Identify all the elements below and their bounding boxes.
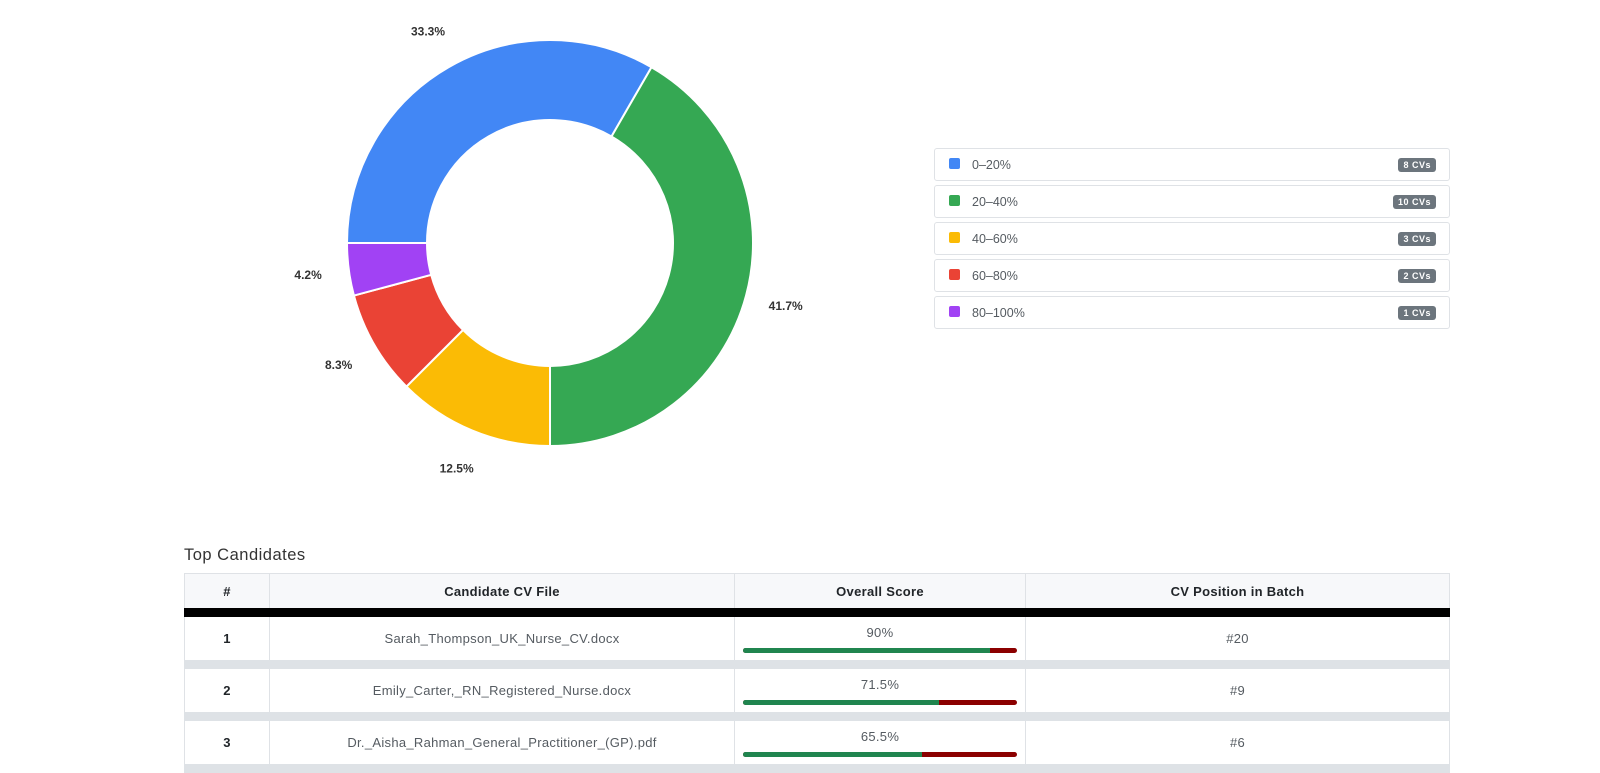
rank-cell: 3 xyxy=(184,716,270,773)
legend-swatch xyxy=(949,306,960,317)
cv-count-badge: 10 CVs xyxy=(1392,195,1436,209)
cv-position-cell: #9 xyxy=(1025,664,1450,721)
score-progress-bar xyxy=(743,752,1017,757)
legend-item[interactable]: 60–80% 2 CVs xyxy=(934,259,1450,292)
legend-item[interactable]: 80–100% 1 CVs xyxy=(934,296,1450,329)
table-row[interactable]: 3 Dr._Aisha_Rahman_General_Practitioner_… xyxy=(184,716,1450,773)
slice-percent-label: 8.3% xyxy=(325,358,353,372)
score-progress-fill xyxy=(743,700,939,705)
slice-percent-label: 33.3% xyxy=(411,25,445,39)
legend-label: 40–60% xyxy=(972,232,1018,246)
slice-percent-label: 4.2% xyxy=(294,268,322,282)
donut-slice[interactable] xyxy=(345,242,433,297)
donut-slice[interactable] xyxy=(345,39,653,244)
score-value: 65.5% xyxy=(860,729,900,744)
overall-score-column-header[interactable]: Overall Score xyxy=(734,573,1026,617)
table-row[interactable]: 1 Sarah_Thompson_UK_Nurse_CV.docx 90% #2… xyxy=(184,612,1450,669)
donut-slice[interactable] xyxy=(549,65,754,448)
rank-cell: 1 xyxy=(184,612,270,669)
score-cell: 65.5% xyxy=(734,716,1026,773)
legend-item[interactable]: 0–20% 8 CVs xyxy=(934,148,1450,181)
score-value: 90% xyxy=(866,625,894,640)
legend-label: 60–80% xyxy=(972,269,1018,283)
cv-file-cell[interactable]: Sarah_Thompson_UK_Nurse_CV.docx xyxy=(269,612,735,669)
donut-slices xyxy=(345,39,754,448)
slice-percent-label: 41.7% xyxy=(769,299,803,313)
legend-label: 20–40% xyxy=(972,195,1018,209)
score-cell: 71.5% xyxy=(734,664,1026,721)
score-progress-fill xyxy=(743,648,990,653)
top-candidates-table: # Candidate CV File Overall Score CV Pos… xyxy=(184,573,1450,773)
cv-file-cell[interactable]: Emily_Carter,_RN_Registered_Nurse.docx xyxy=(269,664,735,721)
slice-percent-label: 12.5% xyxy=(440,461,474,475)
score-progress-bar xyxy=(743,648,1017,653)
score-progress-fill xyxy=(743,752,923,757)
rank-column-header[interactable]: # xyxy=(184,573,270,617)
cv-position-column-header[interactable]: CV Position in Batch xyxy=(1025,573,1450,617)
cv-count-badge: 1 CVs xyxy=(1398,306,1436,320)
legend-swatch xyxy=(949,269,960,280)
chart-legend: 0–20% 8 CVs 20–40% 10 CVs 40–60% 3 CVs 6… xyxy=(934,148,1450,333)
legend-label: 80–100% xyxy=(972,306,1025,320)
cv-count-badge: 8 CVs xyxy=(1398,158,1436,172)
cv-position-cell: #20 xyxy=(1025,612,1450,669)
table-header-row: # Candidate CV File Overall Score CV Pos… xyxy=(184,573,1450,617)
score-value: 71.5% xyxy=(860,677,900,692)
score-progress-bar xyxy=(743,700,1017,705)
cv-file-column-header[interactable]: Candidate CV File xyxy=(269,573,735,617)
top-candidates-title: Top Candidates xyxy=(184,546,306,564)
cv-position-cell: #6 xyxy=(1025,716,1450,773)
legend-item[interactable]: 20–40% 10 CVs xyxy=(934,185,1450,218)
cv-file-cell[interactable]: Dr._Aisha_Rahman_General_Practitioner_(G… xyxy=(269,716,735,773)
score-distribution-chart: 33.3% 41.7% 12.5% 8.3% 4.2% xyxy=(0,0,880,500)
donut-chart: 33.3% 41.7% 12.5% 8.3% 4.2% xyxy=(294,25,803,476)
rank-cell: 2 xyxy=(184,664,270,721)
cv-count-badge: 2 CVs xyxy=(1398,269,1436,283)
legend-label: 0–20% xyxy=(972,158,1011,172)
table-row[interactable]: 2 Emily_Carter,_RN_Registered_Nurse.docx… xyxy=(184,664,1450,721)
legend-swatch xyxy=(949,232,960,243)
score-cell: 90% xyxy=(734,612,1026,669)
legend-swatch xyxy=(949,195,960,206)
legend-item[interactable]: 40–60% 3 CVs xyxy=(934,222,1450,255)
donut-percent-labels: 33.3% 41.7% 12.5% 8.3% 4.2% xyxy=(294,25,803,476)
legend-swatch xyxy=(949,158,960,169)
cv-count-badge: 3 CVs xyxy=(1398,232,1436,246)
